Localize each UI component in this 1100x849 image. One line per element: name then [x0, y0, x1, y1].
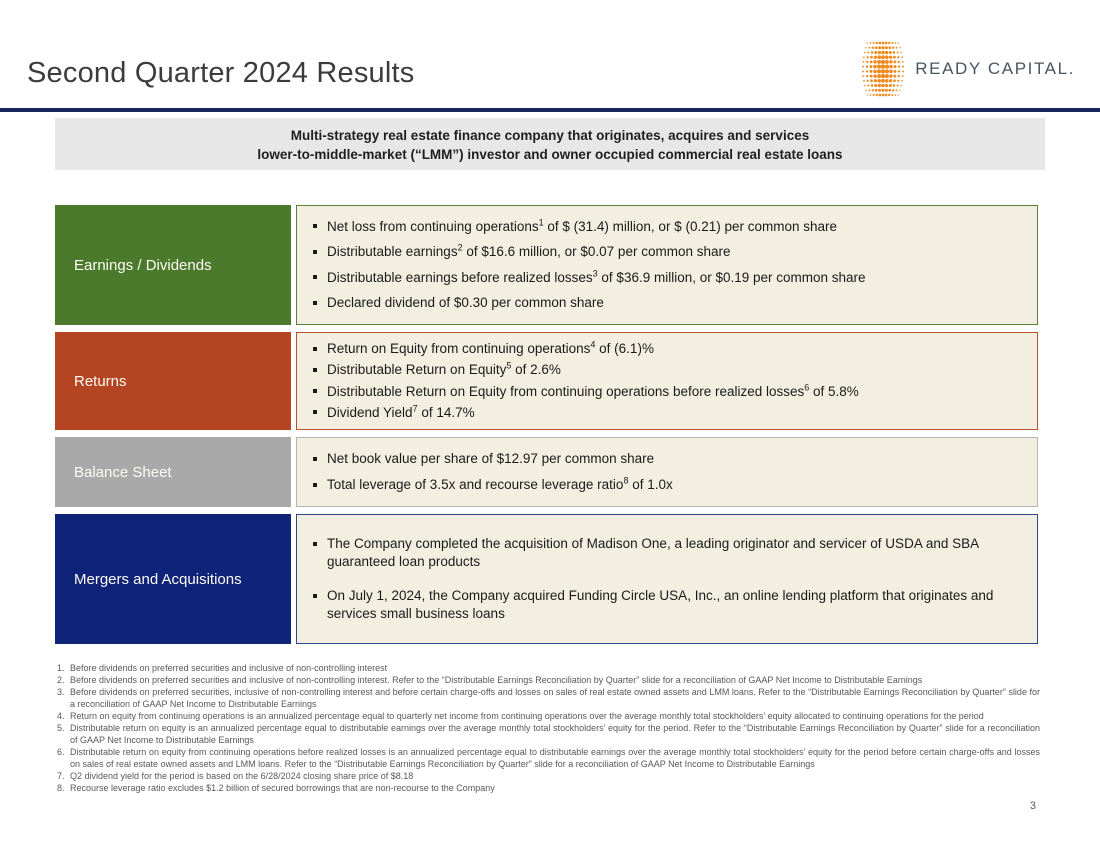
section-label-text: Returns — [74, 372, 127, 390]
bullet-item: The Company completed the acquisition of… — [310, 535, 1015, 571]
footnote-item: 2. Before dividends on preferred securiti… — [57, 675, 923, 685]
bullet-item: Distributable Return on Equity from cont… — [310, 383, 1015, 401]
bullet-item: Declared dividend of $0.30 per common sh… — [310, 294, 1015, 312]
footnote-item: 1. Before dividends on preferred securiti… — [57, 663, 388, 673]
section-content: Net book value per share of $12.97 per c… — [296, 437, 1038, 507]
section-label: Mergers and Acquisitions — [55, 514, 291, 644]
section-label: Earnings / Dividends — [55, 205, 291, 325]
section-content: Return on Equity from continuing operati… — [296, 332, 1038, 430]
logo-dots-icon — [862, 41, 905, 97]
footnote-item: 8. Recourse leverage ratio excludes $1.2 … — [57, 783, 495, 793]
section-row: Returns Return on Equity from continuing… — [55, 332, 1038, 430]
section-label-text: Balance Sheet — [74, 463, 172, 481]
bullet-list: Net book value per share of $12.97 per c… — [310, 442, 1015, 502]
footnote-item: 3. Before dividends on preferred securiti… — [57, 687, 1040, 709]
company-description-banner: Multi-strategy real estate finance compa… — [55, 118, 1045, 170]
sections: Earnings / Dividends Net loss from conti… — [55, 205, 1038, 651]
footnote-item: 7. Q2 dividend yield for the period is ba… — [57, 771, 414, 781]
bullet-item: On July 1, 2024, the Company acquired Fu… — [310, 587, 1015, 623]
footnotes: 1. Before dividends on preferred securiti… — [57, 662, 1040, 794]
banner-line-1: Multi-strategy real estate finance compa… — [290, 128, 810, 143]
logo-text: READY CAPITAL. — [915, 59, 1075, 78]
bullet-list: Net loss from continuing operations1 of … — [310, 210, 1015, 320]
bullet-item: Distributable earnings2 of $16.6 million… — [310, 243, 1015, 261]
page-title: Second Quarter 2024 Results — [27, 57, 415, 89]
header-divider — [0, 108, 1100, 112]
section-row: Balance Sheet Net book value per share o… — [55, 437, 1038, 507]
footnote-item: 4. Return on equity from continuing opera… — [57, 711, 984, 721]
bullet-item: Dividend Yield7 of 14.7% — [310, 404, 1015, 422]
banner-line-2: lower-to-middle-market (“LMM”) investor … — [257, 147, 843, 162]
section-content: The Company completed the acquisition of… — [296, 514, 1038, 644]
bullet-item: Total leverage of 3.5x and recourse leve… — [310, 476, 1015, 494]
footnote-item: 6. Distributable return on equity from co… — [57, 747, 1040, 769]
section-content: Net loss from continuing operations1 of … — [296, 205, 1038, 325]
bullet-item: Distributable earnings before realized l… — [310, 269, 1015, 287]
section-label: Balance Sheet — [55, 437, 291, 507]
section-row: Earnings / Dividends Net loss from conti… — [55, 205, 1038, 325]
footnote-item: 5. Distributable return on equity is an a… — [57, 723, 1040, 745]
bullet-item: Distributable Return on Equity5 of 2.6% — [310, 361, 1015, 379]
section-label-text: Earnings / Dividends — [74, 256, 212, 274]
page-number: 3 — [1029, 800, 1036, 812]
bullet-list: Return on Equity from continuing operati… — [310, 337, 1015, 425]
bullet-item: Net book value per share of $12.97 per c… — [310, 450, 1015, 468]
section-label: Returns — [55, 332, 291, 430]
bullet-item: Net loss from continuing operations1 of … — [310, 218, 1015, 236]
bullet-item: Return on Equity from continuing operati… — [310, 340, 1015, 358]
section-label-text: Mergers and Acquisitions — [74, 570, 242, 588]
bullet-list: The Company completed the acquisition of… — [310, 519, 1015, 639]
ready-capital-logo: READY CAPITAL. — [860, 40, 1075, 98]
section-row: Mergers and Acquisitions The Company com… — [55, 514, 1038, 644]
